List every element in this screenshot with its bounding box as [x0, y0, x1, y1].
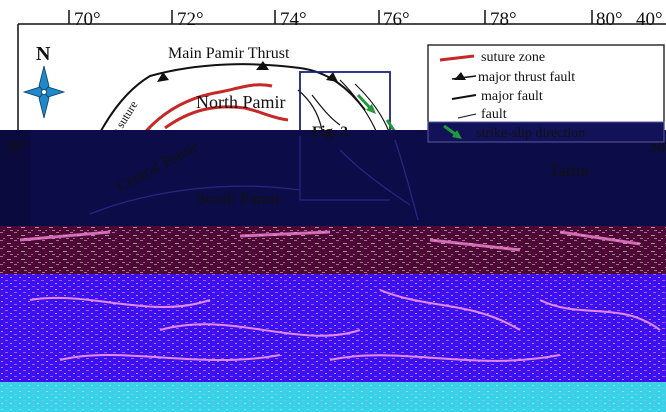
suture-line: [164, 105, 289, 130]
south-pamir-label: South Pamir: [196, 189, 281, 208]
tick-label: 76°: [383, 9, 410, 30]
tick-label: 72°: [177, 9, 204, 30]
north-pamir-label: North Pamir: [196, 92, 286, 112]
legend-strike-slip-row: strike-slip direction: [427, 121, 665, 143]
tick-label: 40°: [636, 9, 663, 30]
tick-label: 78°: [490, 9, 517, 30]
band-navy-left: [0, 130, 30, 226]
top-ticks: 70° 72° 74° 76° 78° 80° 40°: [68, 9, 663, 30]
tick-label: 70°: [74, 9, 101, 30]
tick-label: 74°: [280, 9, 307, 30]
band-structures: [89, 136, 419, 221]
legend-thrust-symbol: [451, 72, 477, 80]
tick-label: 80°: [596, 9, 623, 30]
green-arrow-icon: [443, 124, 462, 139]
main-pamir-thrust-label: Main Pamir Thrust: [168, 45, 290, 62]
legend-label: fault: [481, 107, 507, 122]
fig2-label: Fig. 2: [312, 124, 348, 140]
legend-label: major thrust fault: [478, 70, 575, 85]
band-navy: [0, 130, 666, 226]
band-maroon-noise: [0, 226, 666, 274]
legend-fault-symbol: [457, 113, 477, 119]
band-violet-noise: [0, 274, 666, 382]
legend-label: strike-slip direction: [476, 126, 585, 141]
legend-major-fault-symbol: [451, 94, 477, 100]
map-frame: [17, 23, 666, 130]
north-arrow-icon: N: [22, 43, 66, 119]
tarim-label: Tarim: [549, 161, 589, 180]
legend-label: suture zone: [481, 50, 545, 65]
band-cyan-noise: [0, 382, 666, 412]
maroon-streaks: [19, 230, 641, 252]
svg-text:N: N: [36, 43, 51, 65]
legend-label: major fault: [481, 89, 543, 104]
violet-streaks: [29, 289, 661, 362]
legend-suture-symbol: [439, 54, 475, 62]
lat-label-left: 38°: [4, 136, 29, 156]
